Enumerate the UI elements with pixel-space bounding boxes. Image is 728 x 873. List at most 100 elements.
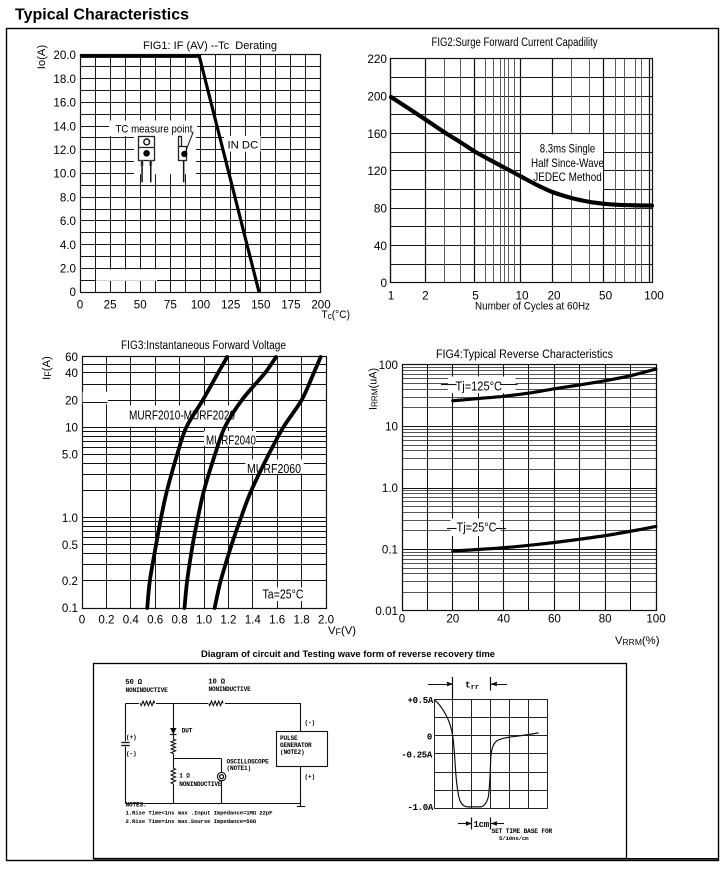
svg-text:40: 40 [374, 239, 388, 253]
svg-text:220: 220 [367, 52, 387, 66]
svg-text:1: 1 [388, 289, 395, 303]
svg-text:TC measure point: TC measure point [116, 124, 194, 136]
svg-text:8.0: 8.0 [60, 191, 76, 204]
svg-text:5: 5 [472, 289, 479, 303]
svg-text:NONINDUCTIVE: NONINDUCTIVE [209, 686, 252, 693]
svg-text:1.0: 1.0 [62, 512, 78, 525]
svg-text:200: 200 [367, 90, 387, 104]
svg-text:Io(A): Io(A) [36, 45, 48, 70]
svg-text:(+): (+) [126, 734, 137, 741]
svg-text:0.1: 0.1 [382, 544, 398, 557]
svg-text:(NOTE1): (NOTE1) [227, 765, 252, 772]
svg-text:Ta=25°C: Ta=25°C [263, 587, 304, 602]
svg-text:80: 80 [374, 202, 388, 216]
svg-text:120: 120 [367, 164, 387, 178]
svg-text:-0.25A: -0.25A [401, 751, 433, 761]
svg-text:80: 80 [599, 613, 612, 626]
svg-text:10: 10 [65, 422, 78, 435]
svg-text:14.0: 14.0 [53, 120, 76, 133]
svg-text:DUT: DUT [182, 727, 193, 734]
svg-text:60: 60 [548, 613, 561, 626]
svg-text:2.Rise Time=1ns max.Sourse Imp: 2.Rise Time=1ns max.Sourse Impedance=50Ω [126, 818, 257, 825]
svg-text:10: 10 [515, 289, 529, 303]
svg-text:6.0: 6.0 [60, 215, 76, 228]
svg-text:10.0: 10.0 [53, 168, 76, 181]
svg-text:FIG3:Instantaneous Forward Vol: FIG3:Instantaneous Forward Voltage [121, 340, 286, 352]
svg-text:125: 125 [221, 299, 240, 312]
svg-text:Diagram of circuit and Testing: Diagram of circuit and Testing wave form… [201, 649, 495, 660]
svg-text:Tc(°C): Tc(°C) [322, 309, 351, 321]
svg-text:0.4: 0.4 [123, 614, 140, 627]
svg-text:PULSE: PULSE [280, 735, 298, 742]
svg-text:OSCILLOSCOPE: OSCILLOSCOPE [227, 758, 270, 765]
svg-text:40: 40 [497, 613, 510, 626]
svg-text:10 Ω: 10 Ω [208, 679, 225, 687]
svg-text:1.2: 1.2 [220, 614, 236, 627]
svg-text:0: 0 [380, 276, 387, 290]
svg-text:1.0: 1.0 [196, 614, 212, 627]
svg-text:25: 25 [104, 299, 117, 312]
svg-text:16.0: 16.0 [53, 97, 76, 110]
svg-text:0.8: 0.8 [172, 614, 188, 627]
svg-text:Number of Cycles at 60Hz: Number of Cycles at 60Hz [475, 301, 590, 313]
svg-text:SET TIME BASE FOR: SET TIME BASE FOR [492, 828, 553, 835]
svg-text:NONINDUCTIVE: NONINDUCTIVE [126, 687, 169, 694]
svg-text:JEDEC Method: JEDEC Method [533, 170, 602, 184]
svg-text:(NOTE2): (NOTE2) [280, 749, 305, 756]
svg-text:0.1: 0.1 [62, 602, 78, 615]
svg-text:100: 100 [191, 299, 210, 312]
svg-text:0.2: 0.2 [62, 575, 78, 588]
svg-text:0: 0 [399, 613, 405, 626]
svg-text:GENERATOR: GENERATOR [280, 742, 312, 749]
svg-text:VRRM(%): VRRM(%) [615, 635, 660, 647]
svg-text:IF(A): IF(A) [41, 356, 53, 380]
svg-text:IRRM(uA): IRRM(uA) [368, 368, 380, 410]
svg-text:1 Ω: 1 Ω [179, 773, 190, 780]
svg-text:FIG2:Surge Forward Current Cap: FIG2:Surge Forward Current Capadility [432, 37, 598, 49]
svg-text:MURF2010-MURF2020: MURF2010-MURF2020 [129, 408, 235, 423]
svg-text:0: 0 [77, 299, 83, 312]
svg-text:(-): (-) [305, 720, 316, 727]
svg-text:0.6: 0.6 [147, 614, 163, 627]
svg-text:100: 100 [644, 289, 664, 303]
svg-text:18.0: 18.0 [53, 73, 76, 86]
svg-text:1.0: 1.0 [382, 482, 398, 495]
svg-text:1.4: 1.4 [245, 614, 262, 627]
svg-text:0: 0 [427, 732, 432, 742]
svg-text:50: 50 [134, 299, 147, 312]
svg-text:20: 20 [446, 613, 459, 626]
svg-text:160: 160 [367, 127, 387, 141]
svg-text:MURF2040: MURF2040 [206, 433, 256, 448]
svg-text:175: 175 [281, 299, 300, 312]
svg-text:5.0: 5.0 [62, 449, 78, 462]
svg-text:MURF2060: MURF2060 [247, 461, 301, 476]
svg-text:100: 100 [646, 613, 665, 626]
svg-text:Tj=25°C: Tj=25°C [457, 519, 497, 534]
svg-text:+0.5A: +0.5A [407, 696, 433, 706]
svg-text:8.3ms Single: 8.3ms Single [540, 141, 596, 155]
svg-text:5/10ns/cm: 5/10ns/cm [499, 835, 529, 842]
svg-text:75: 75 [164, 299, 177, 312]
svg-text:IN DC: IN DC [228, 139, 259, 151]
svg-text:200: 200 [311, 299, 330, 312]
svg-text:-1.0A: -1.0A [407, 803, 433, 813]
svg-text:2.0: 2.0 [318, 614, 334, 627]
svg-text:Half Since-Wave: Half Since-Wave [531, 156, 604, 170]
svg-text:0.01: 0.01 [375, 605, 398, 618]
svg-text:VF(V): VF(V) [328, 625, 356, 637]
svg-text:FIG4:Typical Reverse Character: FIG4:Typical Reverse Characteristics [436, 349, 613, 361]
svg-text:40: 40 [65, 367, 78, 380]
svg-text:60: 60 [65, 351, 78, 364]
svg-text:10: 10 [385, 421, 398, 434]
svg-text:12.0: 12.0 [53, 144, 76, 157]
svg-text:150: 150 [251, 299, 270, 312]
svg-text:NOTES:: NOTES: [126, 802, 147, 809]
svg-text:2.0: 2.0 [60, 263, 76, 276]
svg-text:1.8: 1.8 [294, 614, 310, 627]
svg-text:Typical Characteristics: Typical Characteristics [15, 7, 189, 24]
svg-text:0: 0 [79, 614, 85, 627]
svg-text:0.5: 0.5 [62, 539, 78, 552]
svg-text:FIG1: IF (AV) --Tc Derating: FIG1: IF (AV) --Tc Derating [143, 40, 277, 52]
svg-text:(+): (+) [305, 774, 316, 781]
svg-text:2: 2 [422, 289, 429, 303]
